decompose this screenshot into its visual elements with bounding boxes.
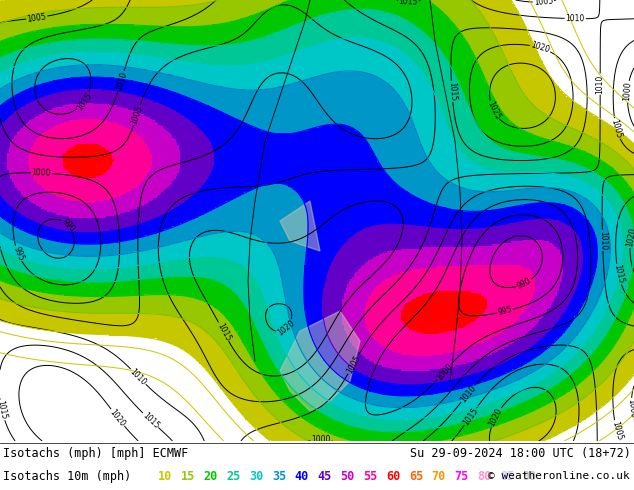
Text: Su 29-09-2024 18:00 UTC (18+72): Su 29-09-2024 18:00 UTC (18+72) [410, 446, 631, 460]
Text: 1020: 1020 [530, 41, 551, 55]
Text: 1005: 1005 [610, 420, 623, 441]
Text: 1015: 1015 [399, 0, 418, 7]
Polygon shape [280, 311, 360, 411]
Text: 35: 35 [272, 469, 286, 483]
Text: 1015: 1015 [140, 411, 160, 430]
Text: 990: 990 [516, 276, 533, 291]
Text: 65: 65 [409, 469, 423, 483]
Text: 1005: 1005 [533, 0, 553, 7]
Text: 25: 25 [226, 469, 241, 483]
Text: 45: 45 [318, 469, 332, 483]
Text: 30: 30 [249, 469, 264, 483]
Text: 1020: 1020 [625, 227, 634, 248]
Text: 40: 40 [295, 469, 309, 483]
Text: 10: 10 [158, 469, 172, 483]
Text: 1005: 1005 [129, 104, 144, 125]
Text: 1010: 1010 [566, 14, 585, 24]
Text: 90: 90 [523, 469, 537, 483]
Text: 1010: 1010 [458, 384, 477, 404]
Text: 1000: 1000 [434, 362, 454, 382]
Text: 1015: 1015 [612, 264, 625, 285]
Text: Isotachs 10m (mph): Isotachs 10m (mph) [3, 469, 131, 483]
Text: 1010: 1010 [596, 74, 605, 94]
Text: 1015: 1015 [447, 81, 457, 101]
Text: 1020: 1020 [108, 407, 127, 428]
Text: Isotachs (mph) [mph] ECMWF: Isotachs (mph) [mph] ECMWF [3, 446, 188, 460]
Polygon shape [280, 201, 320, 251]
Text: 1000: 1000 [623, 81, 633, 101]
Text: 1020: 1020 [488, 406, 504, 428]
Text: 1010: 1010 [128, 367, 148, 387]
Text: 995: 995 [11, 245, 25, 262]
Text: 1015: 1015 [215, 321, 232, 343]
Text: 1000: 1000 [311, 435, 331, 444]
Text: 55: 55 [363, 469, 377, 483]
Text: 990: 990 [60, 217, 77, 234]
Text: 75: 75 [455, 469, 469, 483]
Text: 1015: 1015 [75, 91, 93, 112]
Text: 60: 60 [386, 469, 400, 483]
Text: 1005: 1005 [27, 12, 47, 24]
Text: 50: 50 [340, 469, 354, 483]
Text: 20: 20 [204, 469, 218, 483]
Text: 15: 15 [181, 469, 195, 483]
Text: 1000: 1000 [32, 168, 51, 178]
Text: 995: 995 [497, 305, 514, 318]
Text: 1010: 1010 [598, 231, 607, 250]
Text: © weatheronline.co.uk: © weatheronline.co.uk [488, 471, 630, 481]
Text: 1025: 1025 [485, 100, 501, 121]
Text: 80: 80 [477, 469, 491, 483]
Text: 1000: 1000 [626, 398, 634, 418]
Text: 1010: 1010 [114, 71, 128, 92]
Text: 85: 85 [500, 469, 514, 483]
Text: 1015: 1015 [0, 400, 8, 420]
Text: 1020: 1020 [276, 318, 296, 338]
Text: 1005: 1005 [610, 118, 623, 139]
Text: 1005: 1005 [345, 354, 362, 375]
Text: 1015: 1015 [461, 406, 479, 427]
Text: 70: 70 [432, 469, 446, 483]
